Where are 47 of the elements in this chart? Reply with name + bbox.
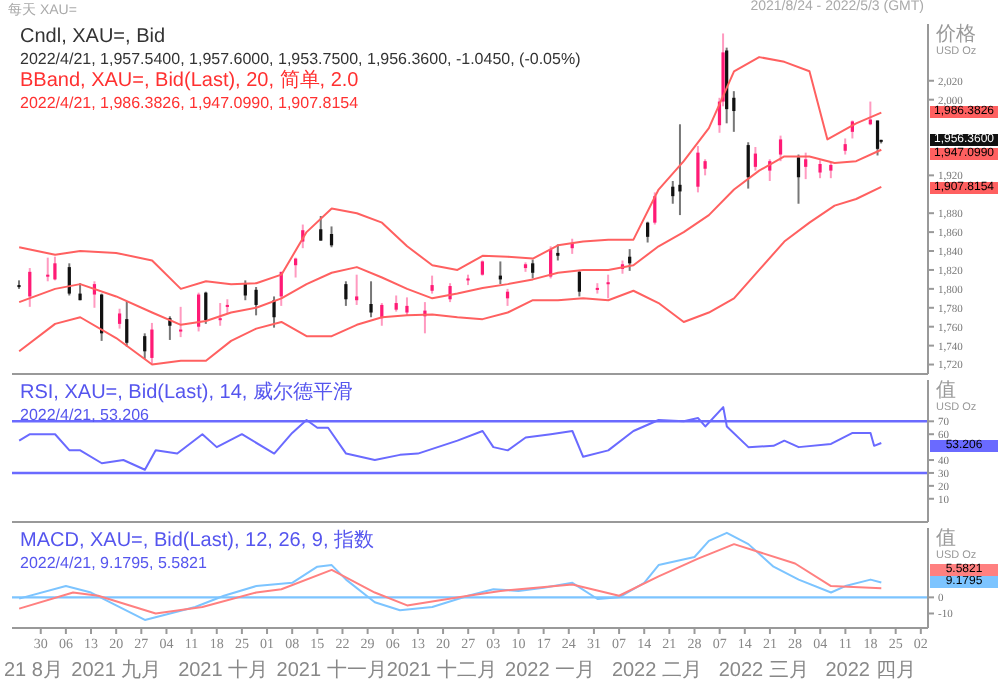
- candlestick: [606, 273, 610, 300]
- candlestick: [746, 141, 750, 190]
- text: 2021 九月: [69, 657, 164, 680]
- candlestick: [143, 332, 147, 360]
- candlestick: [204, 290, 208, 325]
- text: 2022/4/21, 9.1795, 5.5821: [20, 552, 209, 574]
- text: 2022/4/21, 1,957.5400, 1,957.6000, 1,953.7500, 1,956.3600, -1.0450, (-0.05%): [20, 48, 581, 69]
- candlestick: [125, 300, 129, 348]
- chart-title: Cndl, XAU=, Bid: [20, 26, 168, 48]
- line-series: [18, 185, 883, 366]
- candlestick: [28, 267, 32, 308]
- candlestick: [732, 90, 736, 133]
- candlestick: [46, 256, 50, 283]
- candlestick: [218, 302, 222, 327]
- candlestick: [696, 145, 700, 194]
- chart-title: MACD, XAU=, Bid(Last), 12, 26, 9, 指数: [20, 530, 375, 552]
- candlestick: [53, 255, 57, 282]
- candlestick: [804, 151, 808, 181]
- candlestick: [875, 119, 880, 157]
- candlestick: [369, 280, 373, 319]
- candlestick: [753, 145, 758, 172]
- text: 2022 四月: [823, 658, 918, 680]
- candlestick: [577, 268, 581, 298]
- text: 2022 二月: [609, 658, 704, 680]
- candlestick: [531, 258, 535, 280]
- candlestick: [117, 307, 122, 330]
- text: 2021 十月: [176, 657, 271, 680]
- candlestick: [646, 220, 650, 244]
- candlestick: [344, 280, 348, 307]
- chart-title: RSI, XAU=, Bid(Last), 14, 威尔德平滑: [20, 382, 353, 404]
- text: 21 8月: [4, 658, 63, 680]
- annotation: 2022/4/21, 1,986.3826, 1,947.0990, 1,907.8154: [20, 92, 361, 114]
- candlestick: [179, 305, 183, 339]
- candlestick: [796, 153, 801, 205]
- text: 2022 一月: [503, 658, 598, 680]
- candlestick: [272, 295, 276, 329]
- candlestick: [150, 321, 154, 365]
- text: 2021 十二月: [386, 657, 497, 680]
- annotation: BBand, XAU=, Bid(Last), 20, 简单, 2.0: [20, 70, 361, 92]
- text: 2022/4/21, 53.206: [20, 404, 152, 426]
- candlestick: [355, 273, 359, 306]
- candlestick: [678, 123, 682, 217]
- candlestick: [778, 134, 783, 163]
- text: 2021 十一月: [276, 657, 387, 680]
- candlestick: [319, 215, 323, 242]
- candlestick: [254, 285, 258, 317]
- text: 2022 三月: [716, 658, 811, 680]
